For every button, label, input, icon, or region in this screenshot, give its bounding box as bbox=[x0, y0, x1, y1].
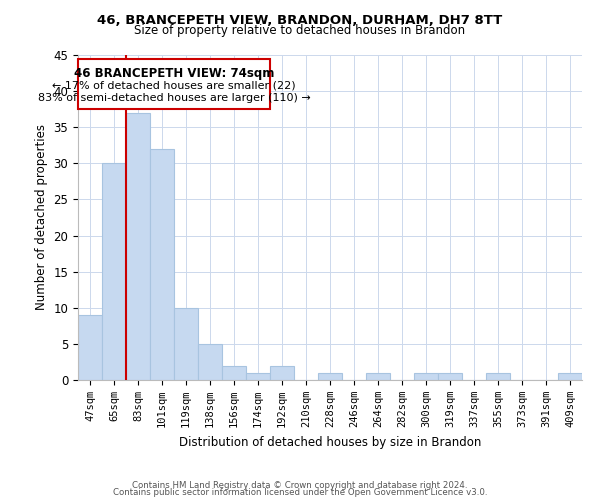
Bar bbox=[126, 113, 150, 380]
Text: 83% of semi-detached houses are larger (110) →: 83% of semi-detached houses are larger (… bbox=[38, 94, 310, 104]
Bar bbox=[222, 366, 246, 380]
Text: Size of property relative to detached houses in Brandon: Size of property relative to detached ho… bbox=[134, 24, 466, 37]
Bar bbox=[174, 308, 198, 380]
Bar bbox=[486, 373, 510, 380]
Text: Contains HM Land Registry data © Crown copyright and database right 2024.: Contains HM Land Registry data © Crown c… bbox=[132, 481, 468, 490]
Y-axis label: Number of detached properties: Number of detached properties bbox=[35, 124, 48, 310]
Bar bbox=[414, 373, 438, 380]
Bar bbox=[558, 373, 582, 380]
Text: ← 17% of detached houses are smaller (22): ← 17% of detached houses are smaller (22… bbox=[52, 80, 296, 90]
Bar bbox=[366, 373, 390, 380]
Bar bbox=[318, 373, 342, 380]
Bar bbox=[198, 344, 222, 380]
Text: Contains public sector information licensed under the Open Government Licence v3: Contains public sector information licen… bbox=[113, 488, 487, 497]
FancyBboxPatch shape bbox=[78, 58, 270, 109]
Bar bbox=[246, 373, 270, 380]
Bar bbox=[150, 149, 174, 380]
Text: 46, BRANCEPETH VIEW, BRANDON, DURHAM, DH7 8TT: 46, BRANCEPETH VIEW, BRANDON, DURHAM, DH… bbox=[97, 14, 503, 27]
Bar bbox=[102, 164, 126, 380]
Bar bbox=[78, 315, 102, 380]
Bar bbox=[270, 366, 294, 380]
Text: 46 BRANCEPETH VIEW: 74sqm: 46 BRANCEPETH VIEW: 74sqm bbox=[74, 68, 274, 80]
X-axis label: Distribution of detached houses by size in Brandon: Distribution of detached houses by size … bbox=[179, 436, 481, 448]
Bar bbox=[438, 373, 462, 380]
